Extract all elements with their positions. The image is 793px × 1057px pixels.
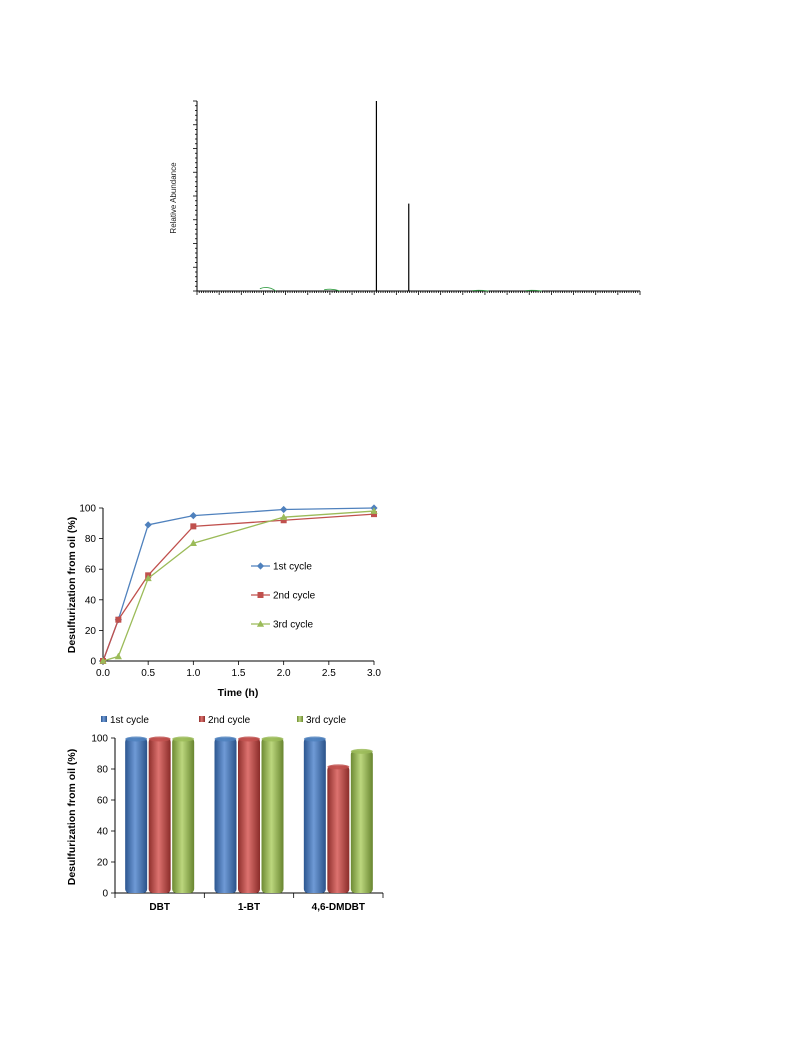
bar-cap [172, 736, 195, 742]
desulfurization-time-chart: 0 20 40 60 80 100 0.0 0.5 1.0 1.5 2.0 2.5 3.0 1st c… [66, 504, 381, 700]
bar-category-label: DBT [149, 902, 170, 913]
bar [261, 738, 284, 893]
ms-minor-traces [259, 286, 542, 292]
line-y-tick-label: 100 [79, 504, 96, 515]
line-legend-marker [256, 620, 265, 627]
line-data-point [189, 512, 197, 520]
bar [172, 738, 195, 893]
line-x-ticks: 0.0 0.5 1.0 1.5 2.0 2.5 3.0 [96, 661, 381, 679]
ms-minor-trace [259, 286, 277, 292]
line-data-point [371, 511, 377, 518]
line-data-point [115, 616, 122, 623]
line-legend-label: 3rd cycle [273, 620, 313, 631]
bar-legend-swatch [101, 716, 107, 722]
line-data-point [280, 505, 288, 514]
bar [214, 738, 237, 893]
bar-category-label: 4,6-DMDBT [312, 902, 365, 913]
bar-cap [303, 736, 326, 742]
bar-category-label: 1-BT [238, 902, 260, 913]
line-y-tick-label: 60 [85, 565, 97, 576]
line-x-tick-label: 0.5 [141, 668, 155, 679]
bar-cap [238, 736, 260, 742]
bar-legend-label: 3rd cycle [306, 715, 346, 726]
line-data-point [144, 574, 152, 582]
bar [350, 750, 373, 893]
line-legend: 1st cycle 2nd cycle 3rd cycle [251, 562, 316, 631]
bar-y-tick-label: 100 [91, 734, 108, 745]
bar-legend-label: 1st cycle [110, 715, 149, 726]
line-series-path [102, 507, 375, 662]
ms-peaks [375, 101, 410, 291]
bar-bars [125, 736, 373, 893]
bar-legend-label: 2nd cycle [208, 715, 251, 726]
bar-cap [261, 736, 284, 742]
ms-minor-trace [472, 289, 489, 292]
ms-x-ticks [196, 291, 641, 295]
bar-legend: 1st cycle 2nd cycle 3rd cycle [101, 715, 346, 726]
bar [125, 738, 148, 893]
line-series-path [102, 510, 375, 662]
bar-cap [148, 736, 171, 742]
line-legend-marker [257, 592, 264, 598]
line-data-point [190, 523, 197, 530]
line-data-point [144, 521, 152, 529]
line-y-tick-label: 40 [85, 595, 97, 606]
line-y-axis-title: Desulfurization from oil (%) [66, 517, 78, 654]
bar-category-labels: DBT 1-BT 4,6-DMDBT [149, 902, 365, 913]
desulfurization-bar-chart: 0 20 40 60 80 100 DBT 1-BT 4,6-DMDBT 1st cycle 2… [66, 715, 384, 913]
bar [238, 738, 260, 893]
bar [148, 738, 171, 893]
line-x-tick-label: 2.5 [322, 668, 336, 679]
line-data-point [99, 657, 107, 664]
bar-cap [125, 736, 148, 742]
bar-y-tick-label: 60 [97, 796, 109, 807]
bar-cap [327, 764, 350, 770]
ms-minor-trace [525, 289, 542, 292]
bar [303, 738, 326, 893]
line-series [99, 504, 378, 665]
line-data-point [370, 507, 378, 514]
line-series-path [102, 513, 375, 662]
line-x-axis-title: Time (h) [218, 687, 259, 699]
line-y-tick-label: 0 [90, 657, 96, 668]
bar [327, 765, 350, 893]
line-data-point [280, 517, 287, 524]
bar-cap [350, 748, 373, 754]
bar-legend-swatch [199, 716, 205, 722]
line-data-point [280, 513, 288, 520]
bar-y-tick-label: 20 [97, 858, 109, 869]
line-x-tick-label: 2.0 [277, 668, 291, 679]
ms-y-axis-title: Relative Abundance [169, 162, 178, 234]
bar-y-tick-label: 80 [97, 765, 109, 776]
mass-spectrum-chart: Relative Abundance [169, 100, 641, 295]
line-y-tick-label: 80 [85, 534, 97, 545]
line-legend-label: 2nd cycle [273, 591, 316, 602]
ms-y-ticks [193, 100, 197, 292]
line-data-point [189, 539, 197, 546]
bar-legend-swatch [297, 716, 303, 722]
line-x-tick-label: 3.0 [367, 668, 381, 679]
bar-y-tick-label: 40 [97, 827, 109, 838]
bar-cap [214, 736, 237, 742]
bar-y-axis-title: Desulfurization from oil (%) [66, 749, 78, 886]
line-x-tick-label: 1.0 [186, 668, 200, 679]
bar-x-dividers [114, 893, 384, 898]
line-x-tick-label: 1.5 [232, 668, 246, 679]
ms-minor-trace [324, 288, 341, 292]
line-legend-label: 1st cycle [273, 562, 312, 573]
bar-y-ticks: 0 20 40 60 80 100 [91, 734, 115, 900]
line-y-ticks: 0 20 40 60 80 100 [79, 504, 103, 668]
line-x-tick-label: 0.0 [96, 668, 110, 679]
line-data-point [114, 652, 122, 660]
line-legend-marker [256, 562, 265, 570]
line-y-tick-label: 20 [85, 626, 97, 637]
bar-y-tick-label: 0 [102, 889, 108, 900]
